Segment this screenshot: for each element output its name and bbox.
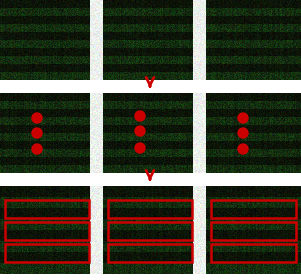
Bar xyxy=(211,200,296,218)
Circle shape xyxy=(238,113,248,123)
Circle shape xyxy=(135,111,145,121)
Circle shape xyxy=(32,128,42,138)
Circle shape xyxy=(135,143,145,153)
Circle shape xyxy=(238,144,248,154)
Bar xyxy=(5,222,89,240)
Bar xyxy=(211,222,296,240)
Bar xyxy=(108,244,192,262)
Bar xyxy=(211,244,296,262)
Circle shape xyxy=(32,113,42,123)
Circle shape xyxy=(238,128,248,138)
Bar xyxy=(108,222,192,240)
Bar xyxy=(5,200,89,218)
Bar xyxy=(108,200,192,218)
Bar xyxy=(5,244,89,262)
Circle shape xyxy=(32,144,42,154)
Circle shape xyxy=(135,126,145,136)
